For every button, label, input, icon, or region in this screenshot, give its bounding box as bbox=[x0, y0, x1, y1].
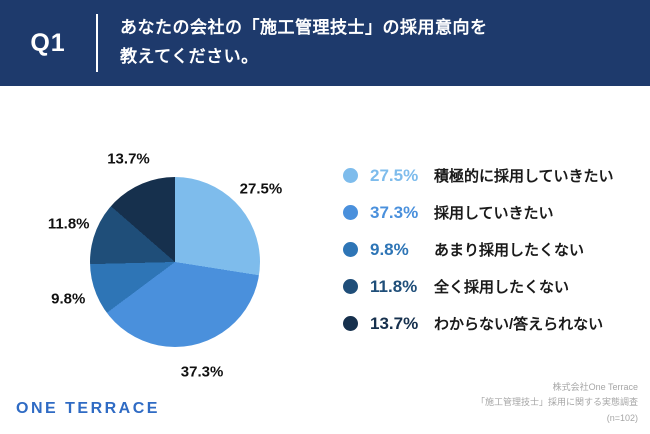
question-line-1: あなたの会社の「施工管理技士」の採用意向を bbox=[120, 18, 488, 38]
legend-color-dot bbox=[343, 205, 358, 220]
pie-percentage-label: 11.8% bbox=[47, 215, 90, 233]
survey-credits: 株式会社One Terrace 「施工管理技士」採用に関する実態調査 (n=10… bbox=[476, 380, 638, 426]
legend-label: あまり採用したくない bbox=[434, 242, 585, 259]
legend-percentage: 27.5% bbox=[370, 165, 419, 185]
header-divider bbox=[96, 14, 98, 72]
legend-item: 11.8% 全く採用したくない bbox=[343, 275, 650, 298]
question-text: あなたの会社の「施工管理技士」の採用意向を 教えてください。 bbox=[120, 14, 488, 72]
legend-color-dot bbox=[343, 279, 358, 294]
legend-label: 採用していきたい bbox=[434, 205, 554, 222]
pie-percentage-label: 13.7% bbox=[107, 150, 150, 168]
pie-percentage-label: 27.5% bbox=[239, 180, 283, 198]
legend-item: 13.7% わからない/答えられない bbox=[343, 312, 650, 335]
pie-percentage-label: 9.8% bbox=[51, 290, 86, 308]
pie-chart-area: 27.5% 37.3% 9.8% 11.8% 13.7% bbox=[0, 86, 335, 384]
legend-label: 全く採用したくない bbox=[434, 279, 570, 296]
legend-label: 積極的に採用していきたい bbox=[434, 168, 614, 185]
question-number: Q1 bbox=[30, 28, 66, 57]
legend-color-dot bbox=[343, 242, 358, 257]
legend-item: 27.5% 積極的に採用していきたい bbox=[343, 164, 650, 187]
question-header: Q1 あなたの会社の「施工管理技士」の採用意向を 教えてください。 bbox=[0, 0, 650, 86]
legend-percentage: 11.8% bbox=[370, 276, 418, 296]
legend-color-dot bbox=[343, 168, 358, 183]
chart-legend: 27.5% 積極的に採用していきたい 37.3% 採用していきたい 9.8% あまり採用し… bbox=[335, 86, 650, 384]
chart-section: 27.5% 37.3% 9.8% 11.8% 13.7% 27.5% 積極的に採用していき… bbox=[0, 86, 650, 384]
pie-percentage-label: 37.3% bbox=[180, 363, 224, 381]
legend-color-dot bbox=[343, 316, 358, 331]
question-line-2: 教えてください。 bbox=[120, 47, 259, 66]
pie-chart bbox=[90, 177, 260, 347]
credit-survey-title: 「施工管理技士」採用に関する実態調査 bbox=[475, 397, 638, 408]
credit-company: 株式会社One Terrace bbox=[552, 382, 638, 393]
legend-percentage: 37.3% bbox=[370, 202, 419, 222]
credit-sample-size: (n=102) bbox=[606, 412, 638, 423]
legend-percentage: 13.7% bbox=[370, 313, 419, 333]
one-terrace-logo: ONE TERRACE bbox=[16, 400, 160, 417]
legend-item: 37.3% 採用していきたい bbox=[343, 201, 650, 224]
legend-percentage: 9.8% bbox=[370, 239, 409, 259]
legend-label: わからない/答えられない bbox=[434, 316, 604, 333]
legend-item: 9.8% あまり採用したくない bbox=[343, 238, 650, 261]
